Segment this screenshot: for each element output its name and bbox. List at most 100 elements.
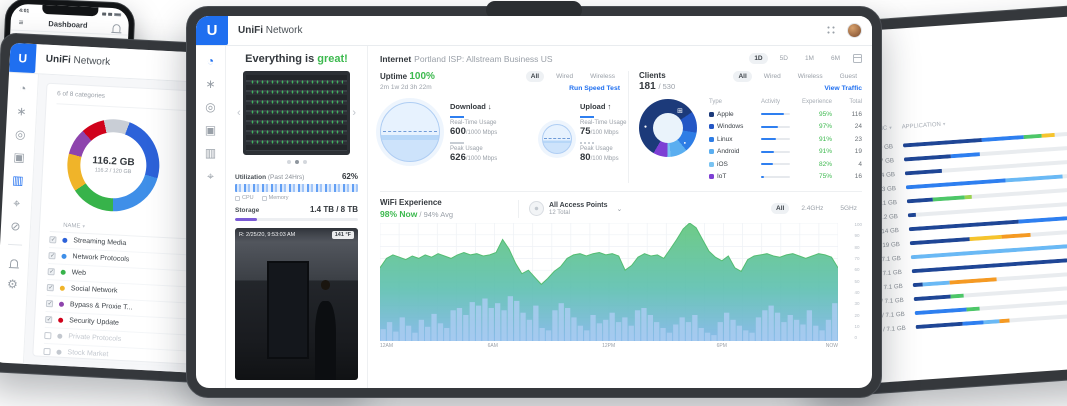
- category-donut-chart[interactable]: 116.2 GB 116.2 / 120 GB: [65, 116, 162, 214]
- carousel-dot[interactable]: [302, 160, 307, 164]
- apps-grid-icon[interactable]: [826, 25, 837, 36]
- row-checkbox[interactable]: [48, 252, 56, 260]
- sidebar-item-statistics[interactable]: ▥: [11, 173, 24, 188]
- wan-tab-wireless[interactable]: Wireless: [590, 73, 615, 80]
- client-type: iOS: [709, 161, 761, 168]
- legend-checkbox[interactable]: [235, 195, 240, 201]
- carousel-dots: [235, 160, 358, 164]
- realtime-usage-label: Real-Time Usage: [450, 120, 497, 126]
- sidebar-item-map[interactable]: ⌖: [207, 169, 214, 183]
- carousel-dot[interactable]: [286, 160, 291, 164]
- user-avatar[interactable]: [847, 23, 862, 38]
- category-color-dot: [60, 269, 66, 275]
- categories-count[interactable]: 6 of 8 categories: [56, 90, 106, 100]
- wan-tab-all[interactable]: All: [525, 71, 545, 82]
- row-checkbox[interactable]: [44, 331, 52, 340]
- col-header-activity[interactable]: Activity: [761, 99, 781, 105]
- client-type-row[interactable]: iOS 82% 4: [709, 158, 862, 171]
- notifications-bell-icon[interactable]: [112, 23, 121, 32]
- sidebar-item-blocked[interactable]: ⊘: [10, 219, 21, 234]
- bar-segment: [903, 154, 952, 162]
- client-type-row[interactable]: Linux 91% 23: [709, 133, 862, 146]
- temperature-badge: 141 °F: [331, 231, 354, 239]
- band-tab-all[interactable]: All: [771, 203, 790, 214]
- sidebar-item-devices[interactable]: ∗: [16, 104, 27, 119]
- type-color-dot: [709, 149, 714, 155]
- name-column-header[interactable]: NAME: [62, 222, 81, 230]
- category-name: Social Network: [70, 285, 118, 295]
- row-checkbox[interactable]: [45, 315, 53, 324]
- row-checkbox[interactable]: [46, 283, 55, 292]
- sidebar-item-map[interactable]: ⌖: [12, 196, 21, 211]
- y-tick: 30: [854, 301, 860, 307]
- client-tab-wired[interactable]: Wired: [763, 73, 781, 80]
- legend-checkbox[interactable]: [261, 195, 267, 201]
- sidebar-item-notifications[interactable]: [9, 258, 18, 268]
- ap-dropdown-sub: 12 Total: [549, 209, 570, 216]
- sidebar-item-insights[interactable]: ▣: [13, 150, 26, 165]
- download-stats: Download ↓ Real-Time Usage 600/1000 Mbps…: [450, 102, 536, 163]
- view-traffic-link[interactable]: View Traffic: [824, 85, 862, 92]
- utilization-label: Utilization (Past 24Hrs): [235, 174, 305, 181]
- sidebar-item-devices[interactable]: ∗: [205, 77, 216, 91]
- access-points-dropdown[interactable]: All Access Points 12 Total ⌄: [529, 201, 622, 216]
- clients-donut-chart[interactable]: ⊞ ● ●: [639, 99, 697, 157]
- sidebar-item-settings[interactable]: ⚙: [6, 276, 19, 292]
- bar-segment: [949, 277, 997, 285]
- range-tab-6m[interactable]: 6M: [830, 55, 840, 62]
- chevron-left-icon[interactable]: ‹: [237, 106, 241, 119]
- camera-snapshot[interactable]: R: 2/25/20, 9:53:03 AM 141 °F: [235, 228, 358, 380]
- sidebar-item-dashboard[interactable]: ◔: [206, 54, 215, 68]
- y-tick: 50: [854, 278, 860, 284]
- storage-label: Storage: [235, 207, 260, 214]
- unifi-logo[interactable]: U: [196, 16, 228, 45]
- bar-segment: [1005, 174, 1063, 183]
- row-checkbox[interactable]: [43, 347, 51, 356]
- wan-tab-wired[interactable]: Wired: [556, 73, 574, 80]
- wifi-chart[interactable]: 100 90 80 70 60 50 40 30 20 10 0 12AM 6AM 12PM 6PM NOW: [380, 222, 862, 388]
- band-tab-5ghz[interactable]: 5GHz: [840, 205, 857, 212]
- range-tab-1d[interactable]: 1D: [749, 53, 768, 64]
- sidebar-item-insights[interactable]: ▣: [204, 123, 217, 137]
- sidebar-item-clients[interactable]: ◎: [14, 127, 26, 142]
- band-tab-24ghz[interactable]: 2.4GHz: [801, 205, 824, 212]
- col-header-experience[interactable]: Experience: [801, 99, 832, 105]
- client-tab-all[interactable]: All: [733, 71, 752, 82]
- carousel-dot[interactable]: [294, 160, 299, 164]
- legend-cpu: CPU: [235, 195, 254, 201]
- run-speed-test-link[interactable]: Run Speed Test: [569, 85, 620, 92]
- range-tab-5d[interactable]: 5D: [779, 55, 788, 62]
- chevron-right-icon[interactable]: ›: [352, 106, 356, 119]
- client-type-row[interactable]: IoT 75% 16: [709, 171, 862, 184]
- sidebar-item-clients[interactable]: ◎: [205, 100, 216, 114]
- row-checkbox[interactable]: [45, 299, 54, 308]
- client-tab-guest[interactable]: Guest: [839, 73, 857, 80]
- sidebar-divider: [7, 243, 22, 246]
- app-title-rest: Network: [263, 25, 303, 36]
- calendar-icon[interactable]: [853, 54, 862, 63]
- sidebar-item-dashboard[interactable]: ◔: [18, 81, 27, 96]
- unifi-logo[interactable]: U: [9, 42, 37, 74]
- bar-segment: [909, 237, 971, 246]
- bar-segment: [914, 307, 968, 316]
- chevron-down-icon: ⌄: [616, 205, 623, 213]
- range-tab-1m[interactable]: 1M: [804, 55, 814, 62]
- sidebar-item-statistics[interactable]: ▥: [204, 146, 217, 160]
- client-type-row[interactable]: Apple 95% 116: [709, 108, 862, 121]
- health-status: Everything is great!: [245, 53, 348, 65]
- camera-timestamp: R: 2/25/20, 9:53:03 AM: [239, 232, 296, 238]
- row-checkbox[interactable]: [47, 268, 55, 276]
- category-name: Network Protocols: [72, 253, 130, 264]
- application-column-header[interactable]: APPLICATION: [901, 121, 942, 131]
- y-tick: 0: [854, 335, 857, 341]
- category-color-dot: [61, 253, 67, 259]
- col-header-total[interactable]: Total: [849, 99, 862, 105]
- time-range-tabs: 1D 5D 1M 6M: [749, 53, 845, 64]
- row-checkbox[interactable]: [49, 236, 57, 244]
- client-type-row[interactable]: Windows 97% 24: [709, 121, 862, 134]
- client-tab-wireless[interactable]: Wireless: [797, 73, 823, 80]
- app-title-bold: UniFi: [238, 25, 263, 36]
- activity-bar: [761, 113, 790, 116]
- col-header-type[interactable]: Type: [709, 99, 723, 105]
- client-type-row[interactable]: Android 91% 19: [709, 146, 862, 159]
